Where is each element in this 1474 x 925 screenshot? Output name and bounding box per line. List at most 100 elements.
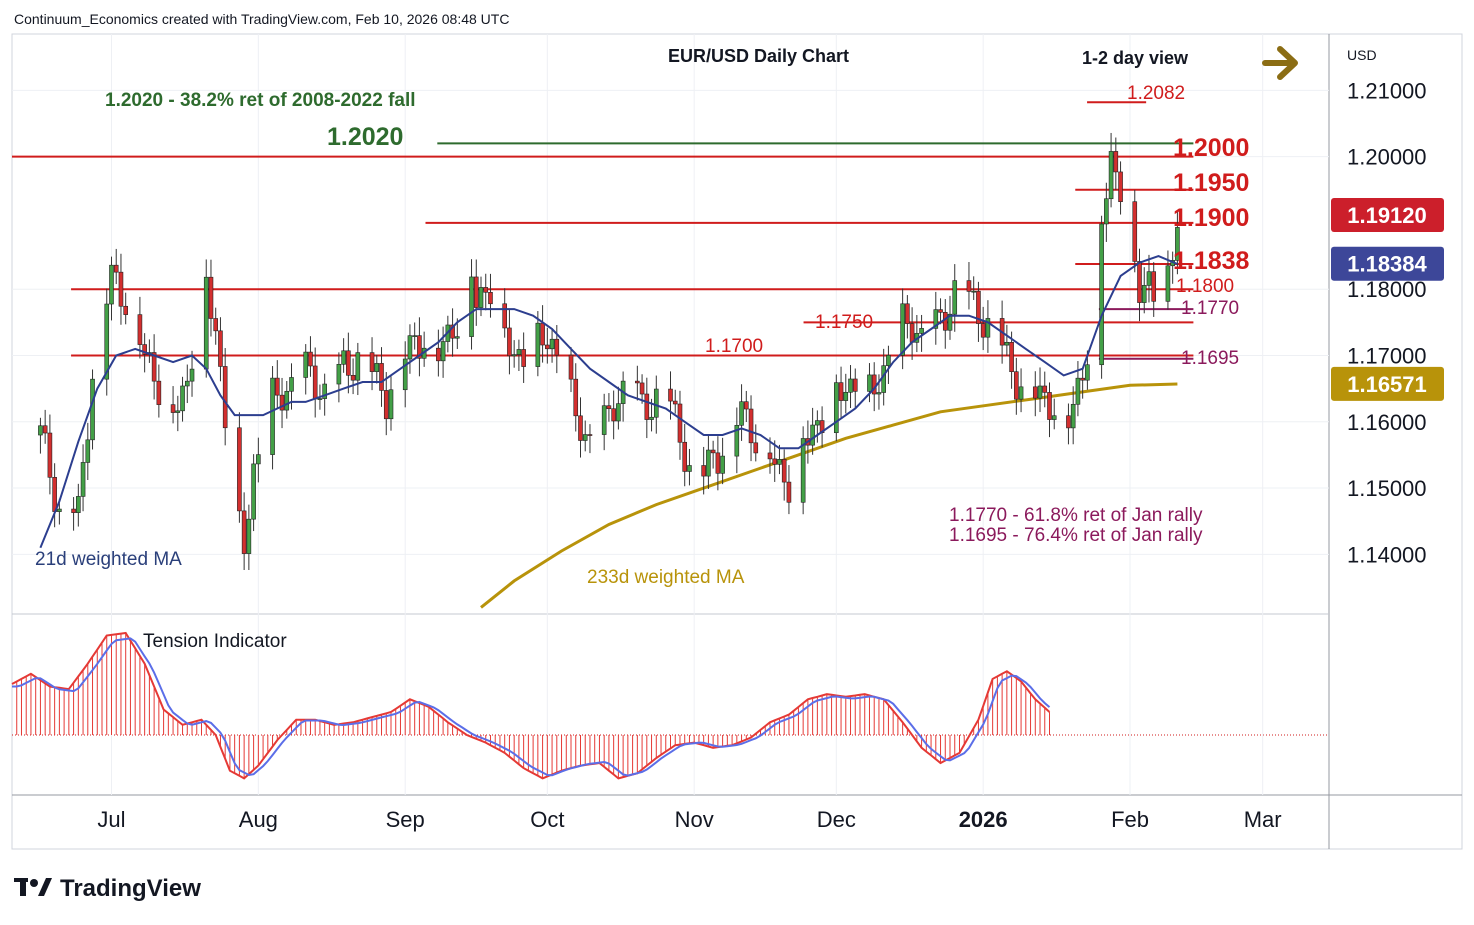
candle-body <box>469 276 474 337</box>
tension-indicator <box>11 631 1051 780</box>
annotation-fib-jan-618: 1.1770 - 61.8% ret of Jan rally <box>949 505 1203 526</box>
candle-body <box>241 510 247 554</box>
candle-body <box>38 425 43 436</box>
candle-body <box>218 330 223 367</box>
price-badge-label: 1.16571 <box>1347 372 1427 397</box>
candle-body <box>279 394 285 411</box>
candle-body <box>1014 371 1019 400</box>
candle-body <box>800 438 806 503</box>
x-tick-label: 2026 <box>959 807 1008 832</box>
candle-body <box>682 441 688 472</box>
candle-body <box>317 398 323 400</box>
candle-body <box>942 312 948 331</box>
candle-body <box>57 508 62 512</box>
candle-body <box>355 352 361 381</box>
candle-body <box>1146 271 1152 286</box>
candle-body <box>578 415 583 441</box>
x-tick-label: Aug <box>239 807 278 832</box>
level-label-1-1770: 1.1770 <box>1181 298 1239 319</box>
candle-body <box>308 351 313 367</box>
candle-body <box>1137 261 1142 303</box>
candle-body <box>350 375 356 381</box>
price-badge <box>1331 246 1444 281</box>
candle-body <box>616 403 621 422</box>
candle-body <box>734 424 740 457</box>
candle-body <box>715 452 721 474</box>
annotation-ma233: 233d weighted MA <box>587 567 745 588</box>
candle-body <box>203 276 209 370</box>
annotation-fib-jan-764: 1.1695 - 76.4% ret of Jan rally <box>949 525 1203 546</box>
candle-body <box>1108 151 1114 200</box>
candle-body <box>511 354 517 357</box>
candle-body <box>76 496 81 513</box>
candle-body <box>175 410 181 413</box>
level-lines <box>12 101 1194 360</box>
candle-body <box>838 382 844 401</box>
annotation-fib-2008: 1.2020 - 38.2% ret of 2008-2022 fall <box>105 90 416 111</box>
candle-body <box>222 366 228 429</box>
candle-body <box>635 380 640 384</box>
candle-body <box>1004 341 1010 346</box>
candle-body <box>270 377 275 455</box>
candle-body <box>582 434 588 441</box>
candle-body <box>1080 377 1085 381</box>
price-axis: 1.21000 1.20000 1.18000 1.17000 1.16000 1.150… <box>1347 78 1427 567</box>
level-label-1-1700: 1.1700 <box>705 336 763 357</box>
tension-average-line <box>12 637 1051 777</box>
candle-body <box>142 344 147 355</box>
candle-body <box>834 382 839 434</box>
candle-body <box>488 291 493 305</box>
candle-body <box>502 303 507 329</box>
candle-body <box>1066 415 1071 429</box>
candle-body <box>1141 285 1147 303</box>
candle-body <box>1132 201 1138 262</box>
candle-body <box>184 380 190 387</box>
level-label-1-2020: 1.2020 <box>327 123 403 151</box>
candle-body <box>436 347 441 362</box>
candle-body <box>1175 227 1180 261</box>
candle-body <box>886 354 891 366</box>
brand-name: TradingView <box>60 875 201 902</box>
candle-body <box>521 349 526 367</box>
candle-body <box>876 392 882 395</box>
y-tick-label: 1.14000 <box>1347 542 1427 567</box>
x-tick-label: Sep <box>386 807 425 832</box>
candle-body <box>644 393 650 420</box>
candle-body <box>246 518 252 554</box>
candle-body <box>151 352 157 382</box>
ma-21-line <box>39 255 1178 549</box>
candle-body <box>706 449 711 477</box>
candle-body <box>905 303 910 324</box>
candle-body <box>47 432 53 478</box>
candle-body <box>753 442 759 454</box>
level-label-1-1838: 1.1838 <box>1173 247 1250 275</box>
candle-body <box>672 400 678 405</box>
candle-body <box>383 390 389 420</box>
candle-body <box>933 309 939 329</box>
candle-body <box>80 462 86 497</box>
level-label-1-1750: 1.1750 <box>815 312 873 333</box>
candle-body <box>1070 403 1076 429</box>
candle-body <box>256 454 261 465</box>
level-label-1-2082: 1.2082 <box>1127 83 1185 104</box>
level-label-1-2000: 1.2000 <box>1173 134 1249 162</box>
candle-body <box>1085 364 1090 381</box>
x-tick-label: Dec <box>817 807 856 832</box>
candle-body <box>781 459 787 483</box>
candle-body <box>303 351 309 378</box>
candle-body <box>938 309 943 313</box>
candle-body <box>573 378 579 417</box>
candle-body <box>701 465 706 477</box>
candle-body <box>417 335 422 359</box>
candle-body <box>535 322 541 367</box>
candle-body <box>976 290 981 324</box>
candle-body <box>1075 377 1081 405</box>
candle-body <box>777 459 782 465</box>
candle-body <box>118 271 124 307</box>
candle-body <box>540 322 545 346</box>
candle-body <box>985 318 991 338</box>
candle-body <box>815 420 820 426</box>
y-tick-label: 1.21000 <box>1347 78 1427 103</box>
candle-body <box>601 405 607 435</box>
candle-body <box>1009 341 1014 373</box>
